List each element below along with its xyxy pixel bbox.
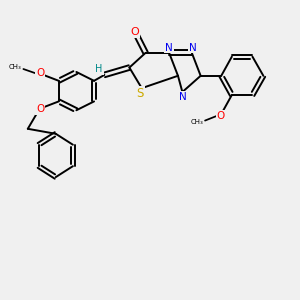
Text: CH₃: CH₃	[9, 64, 22, 70]
Text: N: N	[188, 43, 196, 52]
Text: CH₃: CH₃	[191, 119, 203, 125]
Text: S: S	[136, 87, 144, 100]
Text: O: O	[36, 104, 44, 114]
Text: N: N	[165, 43, 173, 52]
Text: O: O	[36, 68, 44, 78]
Text: N: N	[178, 92, 186, 102]
Text: H: H	[95, 64, 103, 74]
Text: O: O	[130, 27, 139, 37]
Text: O: O	[217, 110, 225, 121]
